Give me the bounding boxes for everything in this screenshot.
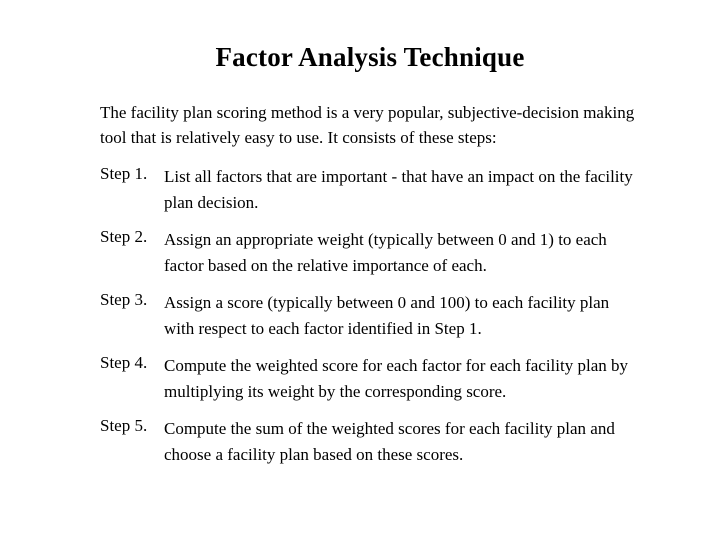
intro-paragraph: The facility plan scoring method is a ve… (100, 101, 640, 150)
step-label: Step 4. (100, 353, 164, 373)
step-text: List all factors that are important - th… (164, 164, 640, 215)
step-row: Step 2. Assign an appropriate weight (ty… (100, 227, 640, 278)
slide-title: Factor Analysis Technique (100, 42, 640, 73)
step-label: Step 1. (100, 164, 164, 184)
step-text: Compute the weighted score for each fact… (164, 353, 640, 404)
step-label: Step 3. (100, 290, 164, 310)
step-row: Step 1. List all factors that are import… (100, 164, 640, 215)
step-text: Assign a score (typically between 0 and … (164, 290, 640, 341)
steps-list: Step 1. List all factors that are import… (100, 164, 640, 467)
step-row: Step 4. Compute the weighted score for e… (100, 353, 640, 404)
step-label: Step 2. (100, 227, 164, 247)
step-text: Assign an appropriate weight (typically … (164, 227, 640, 278)
step-text: Compute the sum of the weighted scores f… (164, 416, 640, 467)
step-row: Step 5. Compute the sum of the weighted … (100, 416, 640, 467)
step-label: Step 5. (100, 416, 164, 436)
step-row: Step 3. Assign a score (typically betwee… (100, 290, 640, 341)
slide-container: Factor Analysis Technique The facility p… (0, 0, 720, 540)
